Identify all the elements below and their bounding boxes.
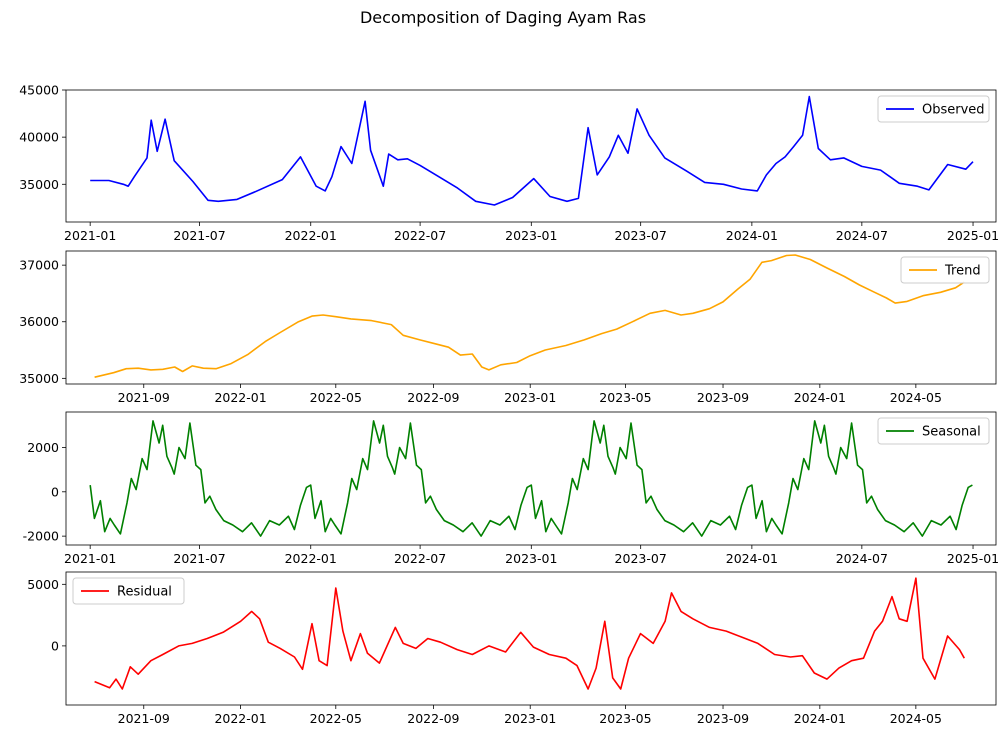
seasonal-legend-label: Seasonal	[922, 425, 981, 440]
trend-xtick-label: 2024-01	[794, 390, 846, 405]
observed-xtick-label: 2023-07	[615, 228, 667, 243]
residual-axes-frame	[65, 571, 997, 706]
residual-ytick-label: 5000	[27, 577, 59, 592]
trend-xtick-label: 2022-01	[214, 390, 266, 405]
observed-xtick-label: 2024-01	[726, 228, 778, 243]
seasonal-xtick-label: 2023-01	[505, 551, 557, 566]
seasonal-axes-frame	[65, 411, 997, 546]
trend-xtick-label: 2023-05	[599, 390, 651, 405]
trend-xtick-label: 2023-09	[697, 390, 749, 405]
observed-ytick-label: 40000	[19, 130, 59, 145]
trend-legend: Trend	[900, 256, 990, 284]
residual-ytick-label: 0	[51, 638, 59, 653]
trend-xtick-label: 2021-09	[118, 390, 170, 405]
residual-xtick-label: 2023-09	[697, 711, 749, 726]
observed-xtick-label: 2023-01	[505, 228, 557, 243]
observed-axes-frame	[65, 89, 997, 223]
seasonal-xtick-label: 2023-07	[615, 551, 667, 566]
residual-panel: 0 5000 2021-09 2022-01 2022-05 2022-09 2023-01…	[27, 571, 997, 726]
trend-ytick-label: 37000	[19, 258, 59, 273]
figure-title: Decomposition of Daging Ayam Ras	[359, 8, 647, 27]
seasonal-xtick-label: 2021-07	[173, 551, 225, 566]
observed-xtick-label: 2022-01	[285, 228, 337, 243]
seasonal-xtick-label: 2022-07	[394, 551, 446, 566]
residual-xtick-label: 2024-05	[890, 711, 942, 726]
trend-xtick-label: 2024-05	[890, 390, 942, 405]
observed-panel: 35000 40000 45000 2021-01 2021-07 2022-01 2022…	[19, 83, 999, 244]
seasonal-series-line	[89, 420, 973, 537]
seasonal-legend: Seasonal	[877, 417, 990, 445]
residual-series-line	[94, 577, 965, 690]
observed-xtick-label: 2021-01	[64, 228, 116, 243]
residual-xtick-label: 2021-09	[118, 711, 170, 726]
seasonal-ytick-label: 0	[51, 484, 59, 499]
trend-xtick-label: 2022-09	[407, 390, 459, 405]
seasonal-xtick-label: 2021-01	[64, 551, 116, 566]
residual-legend-box	[72, 577, 185, 605]
seasonal-ytick-label: -2000	[23, 529, 59, 544]
observed-xtick-label: 2025-01	[947, 228, 999, 243]
observed-legend-label: Observed	[922, 103, 985, 118]
seasonal-xtick-label: 2024-07	[836, 551, 888, 566]
trend-ytick-label: 36000	[19, 314, 59, 329]
observed-xtick-label: 2022-07	[394, 228, 446, 243]
trend-ytick-label: 35000	[19, 371, 59, 386]
observed-series-line	[90, 95, 974, 206]
trend-xtick-label: 2022-05	[310, 390, 362, 405]
trend-legend-box	[900, 256, 990, 284]
residual-xtick-label: 2023-01	[504, 711, 556, 726]
residual-xtick-label: 2024-01	[794, 711, 846, 726]
seasonal-xtick-label: 2022-01	[285, 551, 337, 566]
trend-series-line	[94, 254, 965, 378]
residual-legend-label: Residual	[117, 585, 172, 600]
trend-xtick-label: 2023-01	[504, 390, 556, 405]
residual-xtick-label: 2022-05	[310, 711, 362, 726]
observed-legend-box	[877, 95, 990, 123]
seasonal-xtick-label: 2025-01	[947, 551, 999, 566]
observed-ytick-label: 35000	[19, 177, 59, 192]
residual-xtick-label: 2022-01	[214, 711, 266, 726]
seasonal-ytick-label: 2000	[27, 440, 59, 455]
observed-ytick-label: 45000	[19, 83, 59, 98]
observed-xtick-label: 2021-07	[173, 228, 225, 243]
residual-xtick-label: 2023-05	[599, 711, 651, 726]
seasonal-panel: -2000 0 2000 2021-01 2021-07 2022-01 2022-07 20…	[23, 411, 999, 566]
residual-legend: Residual	[72, 577, 185, 605]
trend-panel: 35000 36000 37000 2021-09 2022-01 2022-05 2022…	[19, 250, 997, 405]
observed-xtick-label: 2024-07	[836, 228, 888, 243]
trend-axes-frame	[65, 250, 997, 385]
residual-xtick-label: 2022-09	[407, 711, 459, 726]
observed-legend: Observed	[877, 95, 990, 123]
seasonal-xtick-label: 2024-01	[726, 551, 778, 566]
seasonal-legend-box	[877, 417, 990, 445]
trend-legend-label: Trend	[944, 264, 981, 279]
